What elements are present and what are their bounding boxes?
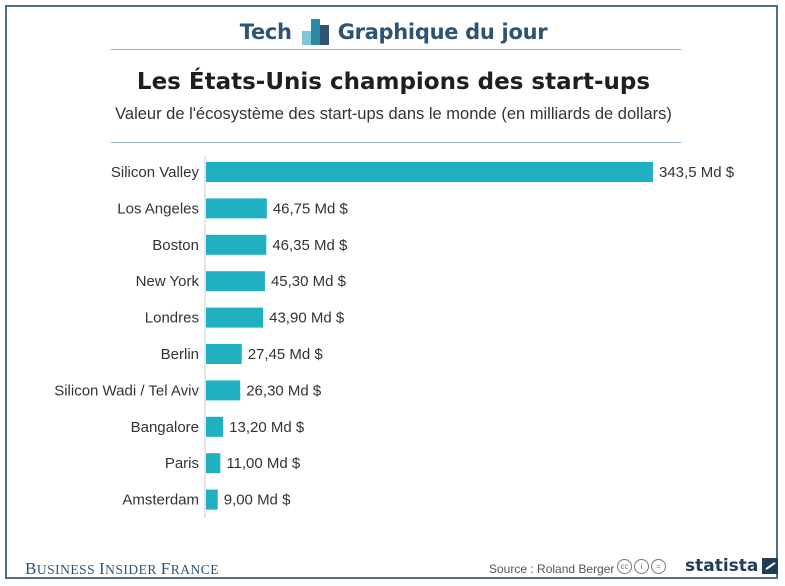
category-label: Paris <box>165 455 199 472</box>
cc-icon: cc <box>617 559 632 574</box>
data-label: 46,35 Md $ <box>272 237 348 254</box>
bar-chart-logo-icon <box>301 19 329 45</box>
bar <box>206 198 267 219</box>
infographic-frame: Tech Graphique du jour Les États-Unis ch… <box>5 5 780 579</box>
header-divider <box>111 49 681 50</box>
bar <box>206 344 242 364</box>
data-label: 343,5 Md $ <box>659 164 735 181</box>
category-label: Silicon Wadi / Tel Aviv <box>54 382 199 399</box>
chart-subtitle: Valeur de l'écosystème des start-ups dan… <box>115 105 672 123</box>
data-label: 11,00 Md $ <box>226 455 301 472</box>
header: Tech Graphique du jour <box>7 17 780 47</box>
category-label: Boston <box>152 237 199 254</box>
bar <box>206 234 267 255</box>
category-label: Londres <box>145 310 199 327</box>
bar <box>206 271 265 292</box>
publisher-logo: BUSINESS INSIDER FRANCE <box>25 559 220 578</box>
statista-brand: statista <box>685 556 779 576</box>
data-label: 26,30 Md $ <box>246 382 322 399</box>
statista-logo-icon <box>762 558 779 574</box>
data-label: 13,20 Md $ <box>229 419 305 436</box>
bar <box>206 416 224 437</box>
data-label: 9,00 Md $ <box>224 492 291 509</box>
nd-icon: = <box>651 559 666 574</box>
category-label: Berlin <box>161 346 199 363</box>
chart-title: Les États-Unis champions des start-ups <box>136 69 651 95</box>
category-label: Los Angeles <box>117 200 199 217</box>
category-label: Amsterdam <box>122 492 199 509</box>
data-label: 46,75 Md $ <box>273 200 349 217</box>
bar <box>206 453 221 474</box>
subtitle-divider <box>111 142 681 143</box>
category-label: New York <box>136 273 200 290</box>
source-note: Source : Roland Berger <box>489 562 615 576</box>
category-label: Bangalore <box>131 419 199 436</box>
data-label: 45,30 Md $ <box>271 273 347 290</box>
by-icon: i <box>634 559 649 574</box>
data-label: 43,90 Md $ <box>269 310 345 327</box>
data-label: 27,45 Md $ <box>248 346 324 363</box>
bar <box>206 307 264 328</box>
bar <box>206 489 218 510</box>
header-graphique-label: Graphique du jour <box>337 20 548 44</box>
category-label: Silicon Valley <box>111 164 200 181</box>
license-icons: cc i = <box>617 559 666 574</box>
bar <box>206 380 241 401</box>
header-tech-label: Tech <box>239 20 292 44</box>
bar <box>206 162 653 182</box>
